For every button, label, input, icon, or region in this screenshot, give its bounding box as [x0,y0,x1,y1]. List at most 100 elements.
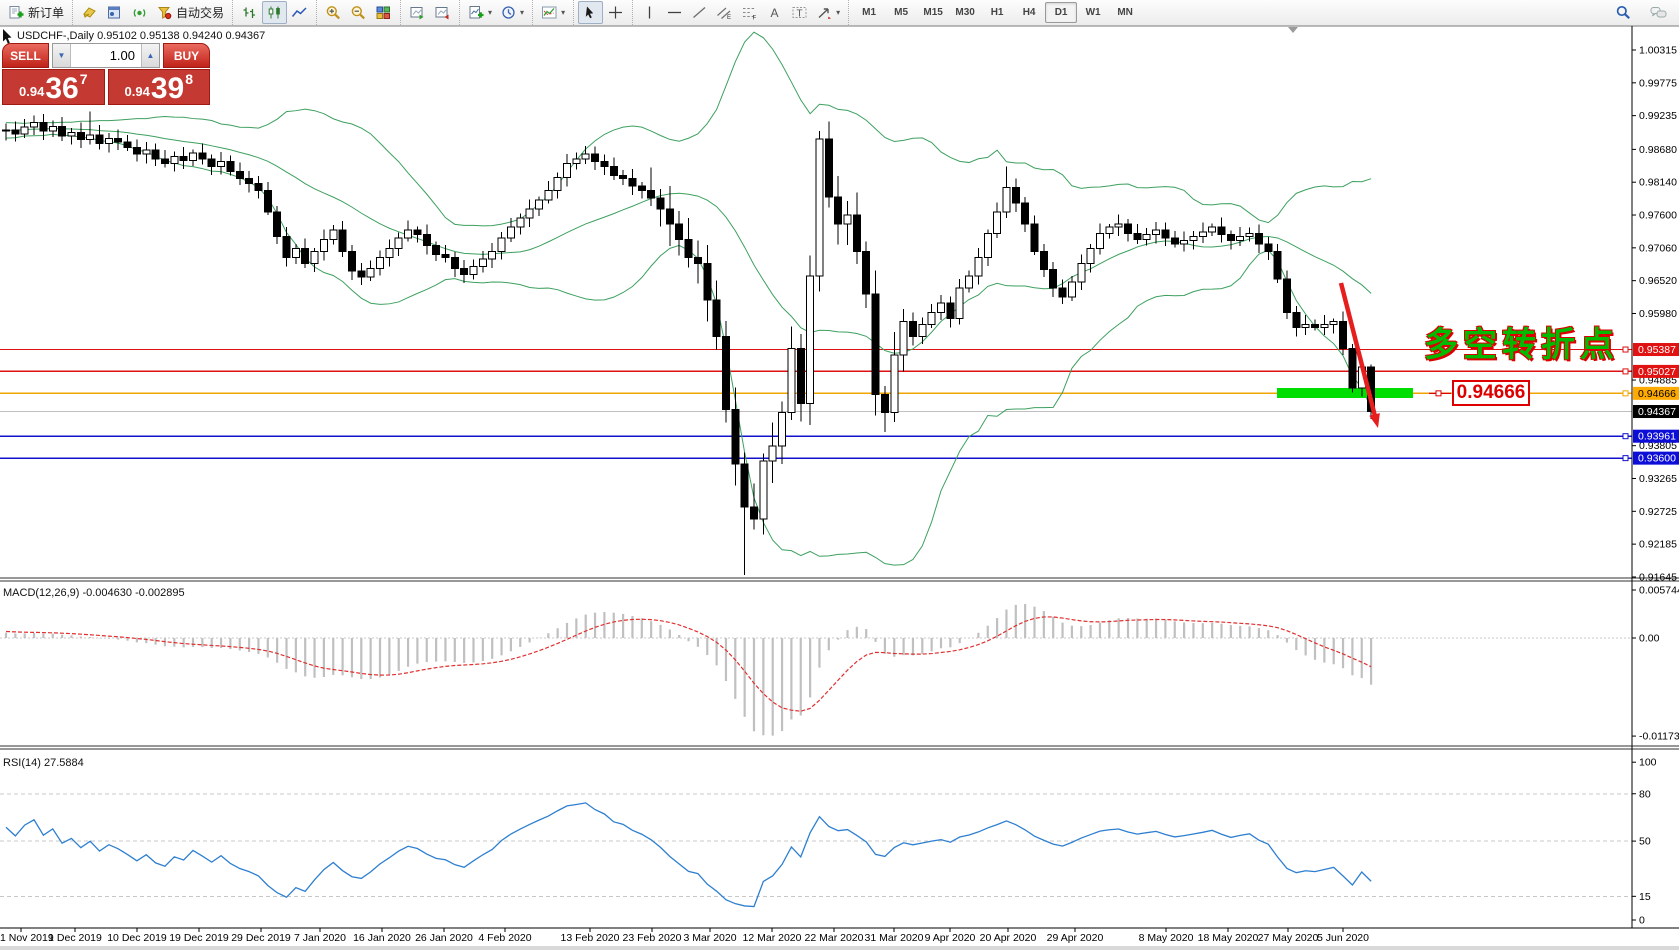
level-anchor-square[interactable] [1622,346,1629,353]
rsi-pane: RSI(14) 27.5884 [0,757,1632,908]
candle [151,143,160,166]
level-anchor-square[interactable] [1622,433,1629,440]
chevron-down-icon: ▾ [836,7,841,17]
candle [609,157,618,181]
chat-button[interactable] [1646,1,1671,24]
svg-text:0.95387: 0.95387 [1638,344,1676,356]
candle [572,152,581,170]
new-order-button[interactable]: 新订单 [4,1,68,24]
line-chart-button[interactable] [287,1,312,24]
volume-decrease-button[interactable]: ▼ [53,44,71,67]
rsi-label: RSI(14) 27.5884 [3,757,84,769]
timeframe-mn-button[interactable]: MN [1117,7,1133,18]
candle [525,199,534,228]
candle [450,251,459,278]
timeframe-h1-button[interactable]: H1 [990,7,1004,18]
candle [750,483,758,530]
sell-price-pip: 7 [79,71,88,87]
buy-button[interactable]: BUY [163,43,210,68]
svg-text:E: E [727,15,731,20]
candle [647,167,656,207]
volume-field[interactable]: 1.00 [109,48,135,63]
sell-price[interactable]: 0.94 36 7 [2,69,105,105]
zoom-out-button[interactable] [346,1,371,24]
toolbar-group-trade: 新订单 [0,0,72,25]
candle [628,169,637,195]
price-axis: 1.00315 0.99775 0.99235 0.98680 0.98140 0.976… [1632,45,1679,927]
timeframe-m1-button[interactable]: M1 [862,7,877,18]
candle [376,250,384,276]
candle [675,210,684,256]
zoom-out-icon [350,5,367,20]
crosshair-button[interactable] [603,1,628,24]
timeframe-m15-button[interactable]: M15 [923,7,943,18]
svg-text:50: 50 [1639,836,1651,848]
level-anchor-square[interactable] [1622,455,1629,462]
autotrading-button[interactable]: 自动交易 [152,1,228,24]
text-label-button[interactable]: T [787,1,812,24]
zoom-in-button[interactable] [321,1,346,24]
price-level-label: 0.94367 [1633,405,1679,419]
volume-increase-button[interactable]: ▲ [141,44,159,67]
profiles-button[interactable]: ▾ [496,1,528,24]
svg-text:31 Mar 2020: 31 Mar 2020 [865,932,924,944]
vertical-line-button[interactable] [637,1,662,24]
candle [123,135,132,151]
indicators-button[interactable]: ▾ [537,1,569,24]
candle [478,251,487,273]
tile-windows-button[interactable] [371,1,396,24]
trendline-button[interactable] [687,1,712,24]
search-button[interactable] [1611,1,1636,24]
candle [394,232,403,256]
candle [703,244,712,322]
candlestick-button[interactable] [262,1,288,24]
timeframe-m5-button[interactable]: M5 [894,7,909,18]
candle [880,385,889,433]
new-chart-icon [468,5,485,20]
candle [815,131,824,292]
green-highlight-bar[interactable] [1277,388,1413,398]
price-callout-box[interactable]: 0.94666 [1452,380,1530,406]
cascade-button[interactable] [430,1,455,24]
level-anchor-square[interactable] [1622,390,1629,397]
svg-text:0.99235: 0.99235 [1639,110,1677,122]
candle [955,278,964,325]
sell-button[interactable]: SELL [2,43,49,68]
bar-chart-button[interactable] [237,1,262,24]
candle [563,154,571,187]
candle [1320,314,1329,336]
timeframe-h4-button[interactable]: H4 [1022,7,1036,18]
arrows-button[interactable]: ▾ [812,1,844,24]
fibonacci-icon: F [741,5,758,20]
auto-arrange-button[interactable] [405,1,430,24]
price-callout-connector [1429,390,1451,397]
level-anchor-square[interactable] [1622,368,1629,375]
candle [385,239,394,267]
metaeditor-button[interactable] [77,1,102,24]
signals-button[interactable] [127,1,152,24]
candle [1236,226,1245,247]
new-chart-button[interactable]: ▾ [464,1,496,24]
channel-button[interactable]: E [712,1,737,24]
data-window-button[interactable] [102,1,127,24]
text-button[interactable]: A [762,1,787,24]
candle [824,121,833,208]
buy-price[interactable]: 0.94 39 8 [107,69,210,105]
macd-signal-line [5,616,1372,712]
candle [778,401,787,465]
fibonacci-button[interactable]: F [737,1,762,24]
timeframe-w1-button[interactable]: W1 [1085,7,1101,18]
pane-borders [0,25,1679,929]
candle [179,147,188,170]
buy-price-prefix: 0.94 [124,84,150,99]
chart-shift-marker[interactable] [1288,27,1298,33]
cursor-button[interactable] [578,1,604,24]
candle [534,196,543,217]
timeframe-m30-button[interactable]: M30 [955,7,975,18]
candle [1264,237,1273,260]
horizontal-line-button[interactable] [662,1,687,24]
timeframe-d1-button[interactable]: D1 [1045,2,1078,23]
candle [39,113,48,141]
svg-text:F: F [753,16,757,21]
